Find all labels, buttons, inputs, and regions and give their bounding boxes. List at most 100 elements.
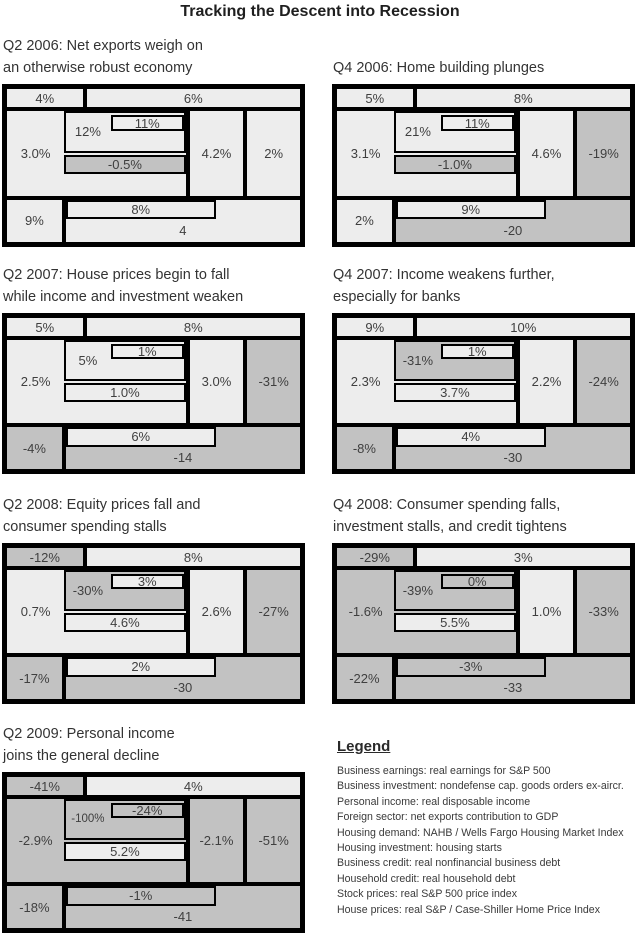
cell-value: 9% [25, 213, 44, 229]
cell-value: -27% [258, 604, 289, 620]
cell-value: -29% [359, 549, 390, 565]
cell-value: 4.6% [110, 615, 140, 631]
cell-value: -8% [352, 440, 376, 456]
legend-title: Legend [337, 738, 391, 755]
quarter-title: Q4 2007: Income weakens further, especia… [333, 264, 640, 308]
quarter-title-line2: joins the general decline [3, 748, 160, 764]
quarter-title-line2: consumer spending stalls [3, 519, 167, 535]
cell-value: -100% [71, 813, 105, 826]
cell-bottom-wide: 8% 4 [63, 197, 302, 244]
quarter-title: Q2 2009: Personal income joins the gener… [3, 723, 333, 767]
quarter-diagram: 5% 8% 2.5% 5% 1% 1.0% 3.0% -31% -4% 6 [2, 313, 305, 474]
cell-bottom-wide: 6% -14 [63, 425, 302, 471]
legend-list: Business earnings: real earnings for S&P… [335, 764, 637, 918]
cell-bottom-bar: 9% [395, 199, 546, 220]
cell-center-bar: -1.0% [394, 155, 516, 175]
cell-value: 3.7% [440, 385, 470, 401]
panel-q2-2007: Q2 2007: House prices begin to fall whil… [2, 267, 305, 474]
cell-bottom-bar: -1% [65, 886, 216, 906]
cell-value: -1.6% [348, 604, 383, 620]
cell-value: 4 [179, 223, 187, 239]
cell-top-left: -29% [335, 546, 415, 568]
cell-top-left: 5% [335, 87, 415, 110]
legend-item: Stock prices: real S&P 500 price index [337, 888, 517, 901]
cell-center-inner: 0% [440, 574, 514, 590]
cell-value: 21% [404, 124, 431, 140]
cell-mid-right: 4.2% [187, 109, 246, 198]
cell-value: 0% [467, 574, 487, 590]
cell-value: 8% [513, 90, 533, 106]
cell-value: 2% [355, 213, 374, 229]
quarter-title-line2: Q4 2006: Home building plunges [333, 60, 545, 76]
cell-center-inner: 11% [110, 115, 184, 131]
page-title: Tracking the Descent into Recession [180, 3, 460, 20]
cell-value: 11% [134, 115, 160, 131]
cell-bottom-left: -18% [5, 884, 64, 930]
cell-top-right: 3% [414, 546, 632, 568]
legend: Legend Business earnings: real earnings … [335, 738, 637, 918]
cell-value: 3% [137, 574, 157, 590]
cell-top-right: 8% [414, 87, 632, 110]
cell-top-right: 8% [84, 546, 302, 568]
cell-top-left: 5% [5, 316, 85, 338]
quarter-diagram: 4% 6% 3.0% 12% 11% -0.5% 4.2% 2% 9% 8 [2, 84, 305, 247]
cell-mid-left: 3.0% 12% 11% -0.5% [5, 109, 188, 198]
cell-value: 3.1% [350, 145, 381, 161]
cell-value: 4% [35, 90, 55, 106]
cell-far-right: -24% [575, 338, 632, 426]
cell-bottom-left: -17% [5, 655, 64, 701]
cell-center-box: -30% 3% [64, 570, 186, 611]
quarter-title-line1: Q4 2008: Consumer spending falls, [333, 497, 561, 513]
cell-top-left: 4% [5, 87, 85, 110]
cell-value: 1.0% [110, 385, 140, 401]
cell-value: -30% [72, 582, 104, 598]
cell-value: -2.1% [199, 833, 234, 849]
cell-center-box: -39% 0% [394, 570, 516, 611]
quarter-diagram: -41% 4% -2.9% -100% -24% 5.2% -2.1% -51%… [2, 772, 305, 933]
cell-value: -1.0% [437, 157, 472, 173]
cell-value: 2.3% [350, 374, 381, 390]
legend-item: Foreign sector: net exports contribution… [337, 811, 559, 824]
cell-bottom-left: 2% [335, 197, 394, 244]
cell-center-inner: 3% [110, 574, 184, 590]
cell-value: -31% [258, 374, 289, 390]
cell-bottom-bar: 4% [395, 427, 546, 447]
cell-top-right: 4% [84, 775, 302, 797]
legend-item: Household credit: real household debt [337, 872, 516, 885]
cell-value: -33 [503, 680, 523, 696]
cell-mid-right: 4.6% [517, 109, 576, 198]
cell-value: 2% [131, 659, 151, 675]
cell-value: -24% [588, 374, 619, 390]
cell-value: -0.5% [107, 157, 142, 173]
quarter-title: Q2 2006: Net exports weigh on an otherwi… [3, 35, 333, 79]
cell-value: 2.2% [531, 374, 562, 390]
cell-value: -31% [402, 352, 434, 368]
cell-center-bar: 5.5% [394, 613, 516, 633]
cell-center-bar: 5.2% [64, 842, 186, 862]
cell-bottom-wide: -1% -41 [63, 884, 302, 930]
cell-value: 3% [513, 549, 533, 565]
cell-value: 2.6% [201, 604, 232, 620]
cell-top-left: -41% [5, 775, 85, 797]
cell-far-right: -19% [575, 109, 632, 198]
cell-value: 5.5% [440, 615, 470, 631]
cell-far-right: -27% [245, 568, 302, 656]
cell-value: -18% [19, 899, 50, 915]
cell-value: 9% [365, 319, 385, 335]
cell-value: 4.2% [201, 145, 232, 161]
cell-far-right: -51% [245, 797, 302, 885]
quarter-title-line2: while income and investment weaken [3, 289, 244, 305]
cell-center-bar: 3.7% [394, 383, 516, 403]
cell-center-bar: 4.6% [64, 613, 186, 633]
cell-value: 1% [467, 344, 487, 360]
cell-top-left: 9% [335, 316, 415, 338]
cell-value: 6% [131, 429, 151, 445]
cell-value: 5.2% [110, 844, 140, 860]
cell-value: 11% [464, 115, 490, 131]
cell-center-box: -100% -24% [64, 799, 186, 840]
cell-top-right: 10% [414, 316, 632, 338]
legend-item: Business investment: nondefense cap. goo… [337, 780, 624, 793]
quarter-title: Q4 2006: Home building plunges [333, 57, 640, 79]
quarter-title-line2: especially for banks [333, 289, 461, 305]
